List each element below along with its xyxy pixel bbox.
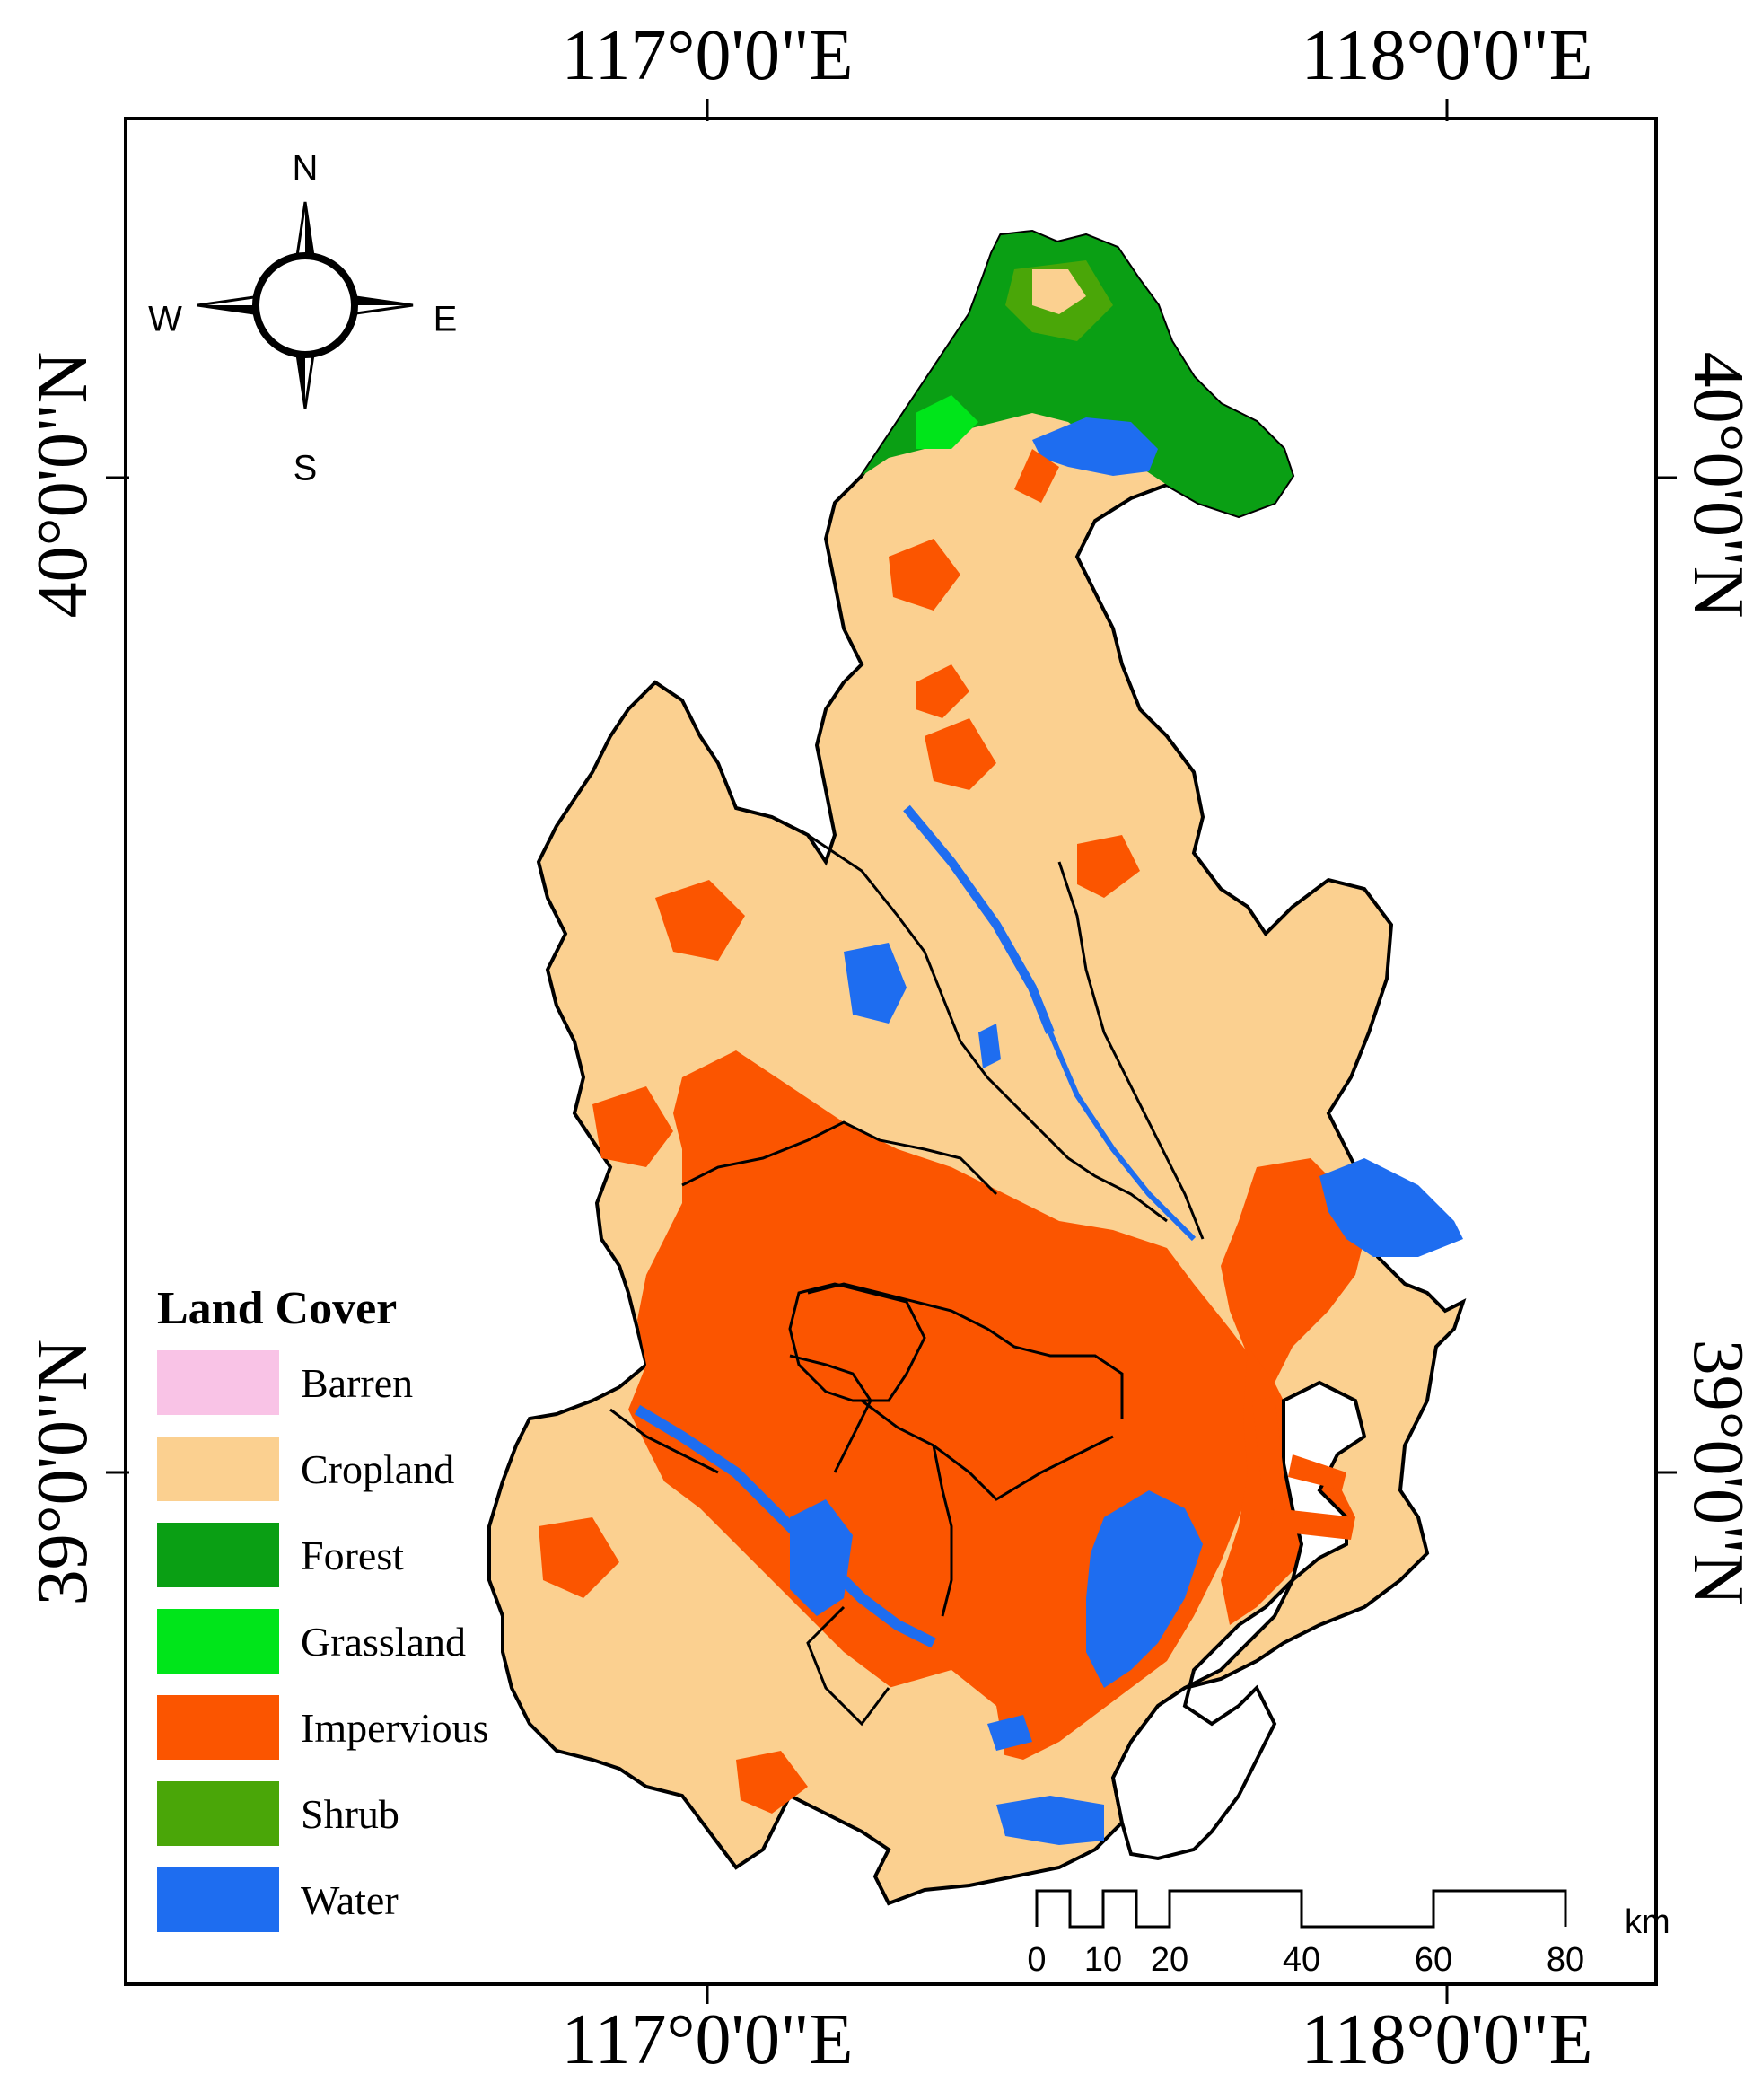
legend-swatch bbox=[157, 1350, 279, 1415]
legend-swatch bbox=[157, 1609, 279, 1674]
legend-swatch bbox=[157, 1781, 279, 1846]
scale-bar bbox=[1035, 1889, 1567, 1929]
region-forest bbox=[862, 232, 1293, 516]
scale-tick-label: 80 bbox=[1546, 1941, 1585, 1979]
lon-label-top-117: 117°0'0"E bbox=[561, 16, 854, 95]
district-boundaries bbox=[609, 833, 1205, 1727]
legend-swatch bbox=[157, 1437, 279, 1501]
scale-tick-label: 20 bbox=[1150, 1941, 1189, 1979]
legend-label: Shrub bbox=[301, 1791, 399, 1837]
legend-label: Impervious bbox=[301, 1705, 489, 1751]
compass-n-label: N bbox=[292, 148, 319, 189]
rivers bbox=[634, 804, 1197, 1648]
scale-tick-label: 10 bbox=[1083, 1941, 1123, 1979]
scale-tick-label: 40 bbox=[1282, 1941, 1321, 1979]
legend-label: Cropland bbox=[301, 1446, 455, 1492]
lon-label-bottom-117: 117°0'0"E bbox=[561, 2000, 854, 2079]
region-cropland-north bbox=[1032, 269, 1086, 314]
city-core-boundary bbox=[788, 1282, 926, 1402]
legend-label: Barren bbox=[301, 1360, 414, 1406]
scale-tick-label: 60 bbox=[1414, 1941, 1453, 1979]
lon-label-bottom-118: 118°0'0"E bbox=[1301, 2000, 1593, 2079]
region-cropland-south bbox=[889, 1670, 1005, 1796]
legend-label: Water bbox=[301, 1877, 399, 1923]
scale-tick-label: 0 bbox=[1027, 1941, 1047, 1979]
region-water-reservoir bbox=[1032, 417, 1158, 476]
legend-swatch bbox=[157, 1523, 279, 1587]
map-frame bbox=[124, 117, 1658, 1986]
region-grassland bbox=[916, 395, 978, 449]
compass-e-label: E bbox=[433, 299, 458, 339]
legend-label: Forest bbox=[301, 1533, 404, 1578]
legend-swatch bbox=[157, 1867, 279, 1932]
legend-swatch bbox=[157, 1695, 279, 1760]
legend-title: Land Cover bbox=[157, 1283, 398, 1334]
impervious-patches bbox=[539, 449, 1140, 1814]
region-impervious-coast bbox=[1221, 1158, 1364, 1383]
compass-rose-icon bbox=[197, 201, 414, 409]
compass-w-label: W bbox=[148, 299, 182, 339]
legend-label: Grassland bbox=[301, 1619, 466, 1665]
lon-label-top-118: 118°0'0"E bbox=[1301, 16, 1593, 95]
compass-s-label: S bbox=[293, 448, 318, 488]
port-piers bbox=[1252, 1396, 1355, 1540]
scale-unit-label: km bbox=[1625, 1903, 1670, 1941]
